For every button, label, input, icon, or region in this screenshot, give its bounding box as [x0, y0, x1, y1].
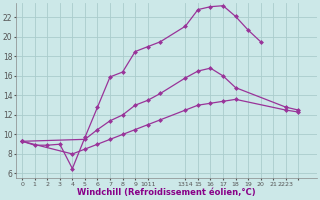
X-axis label: Windchill (Refroidissement éolien,°C): Windchill (Refroidissement éolien,°C) — [77, 188, 256, 197]
